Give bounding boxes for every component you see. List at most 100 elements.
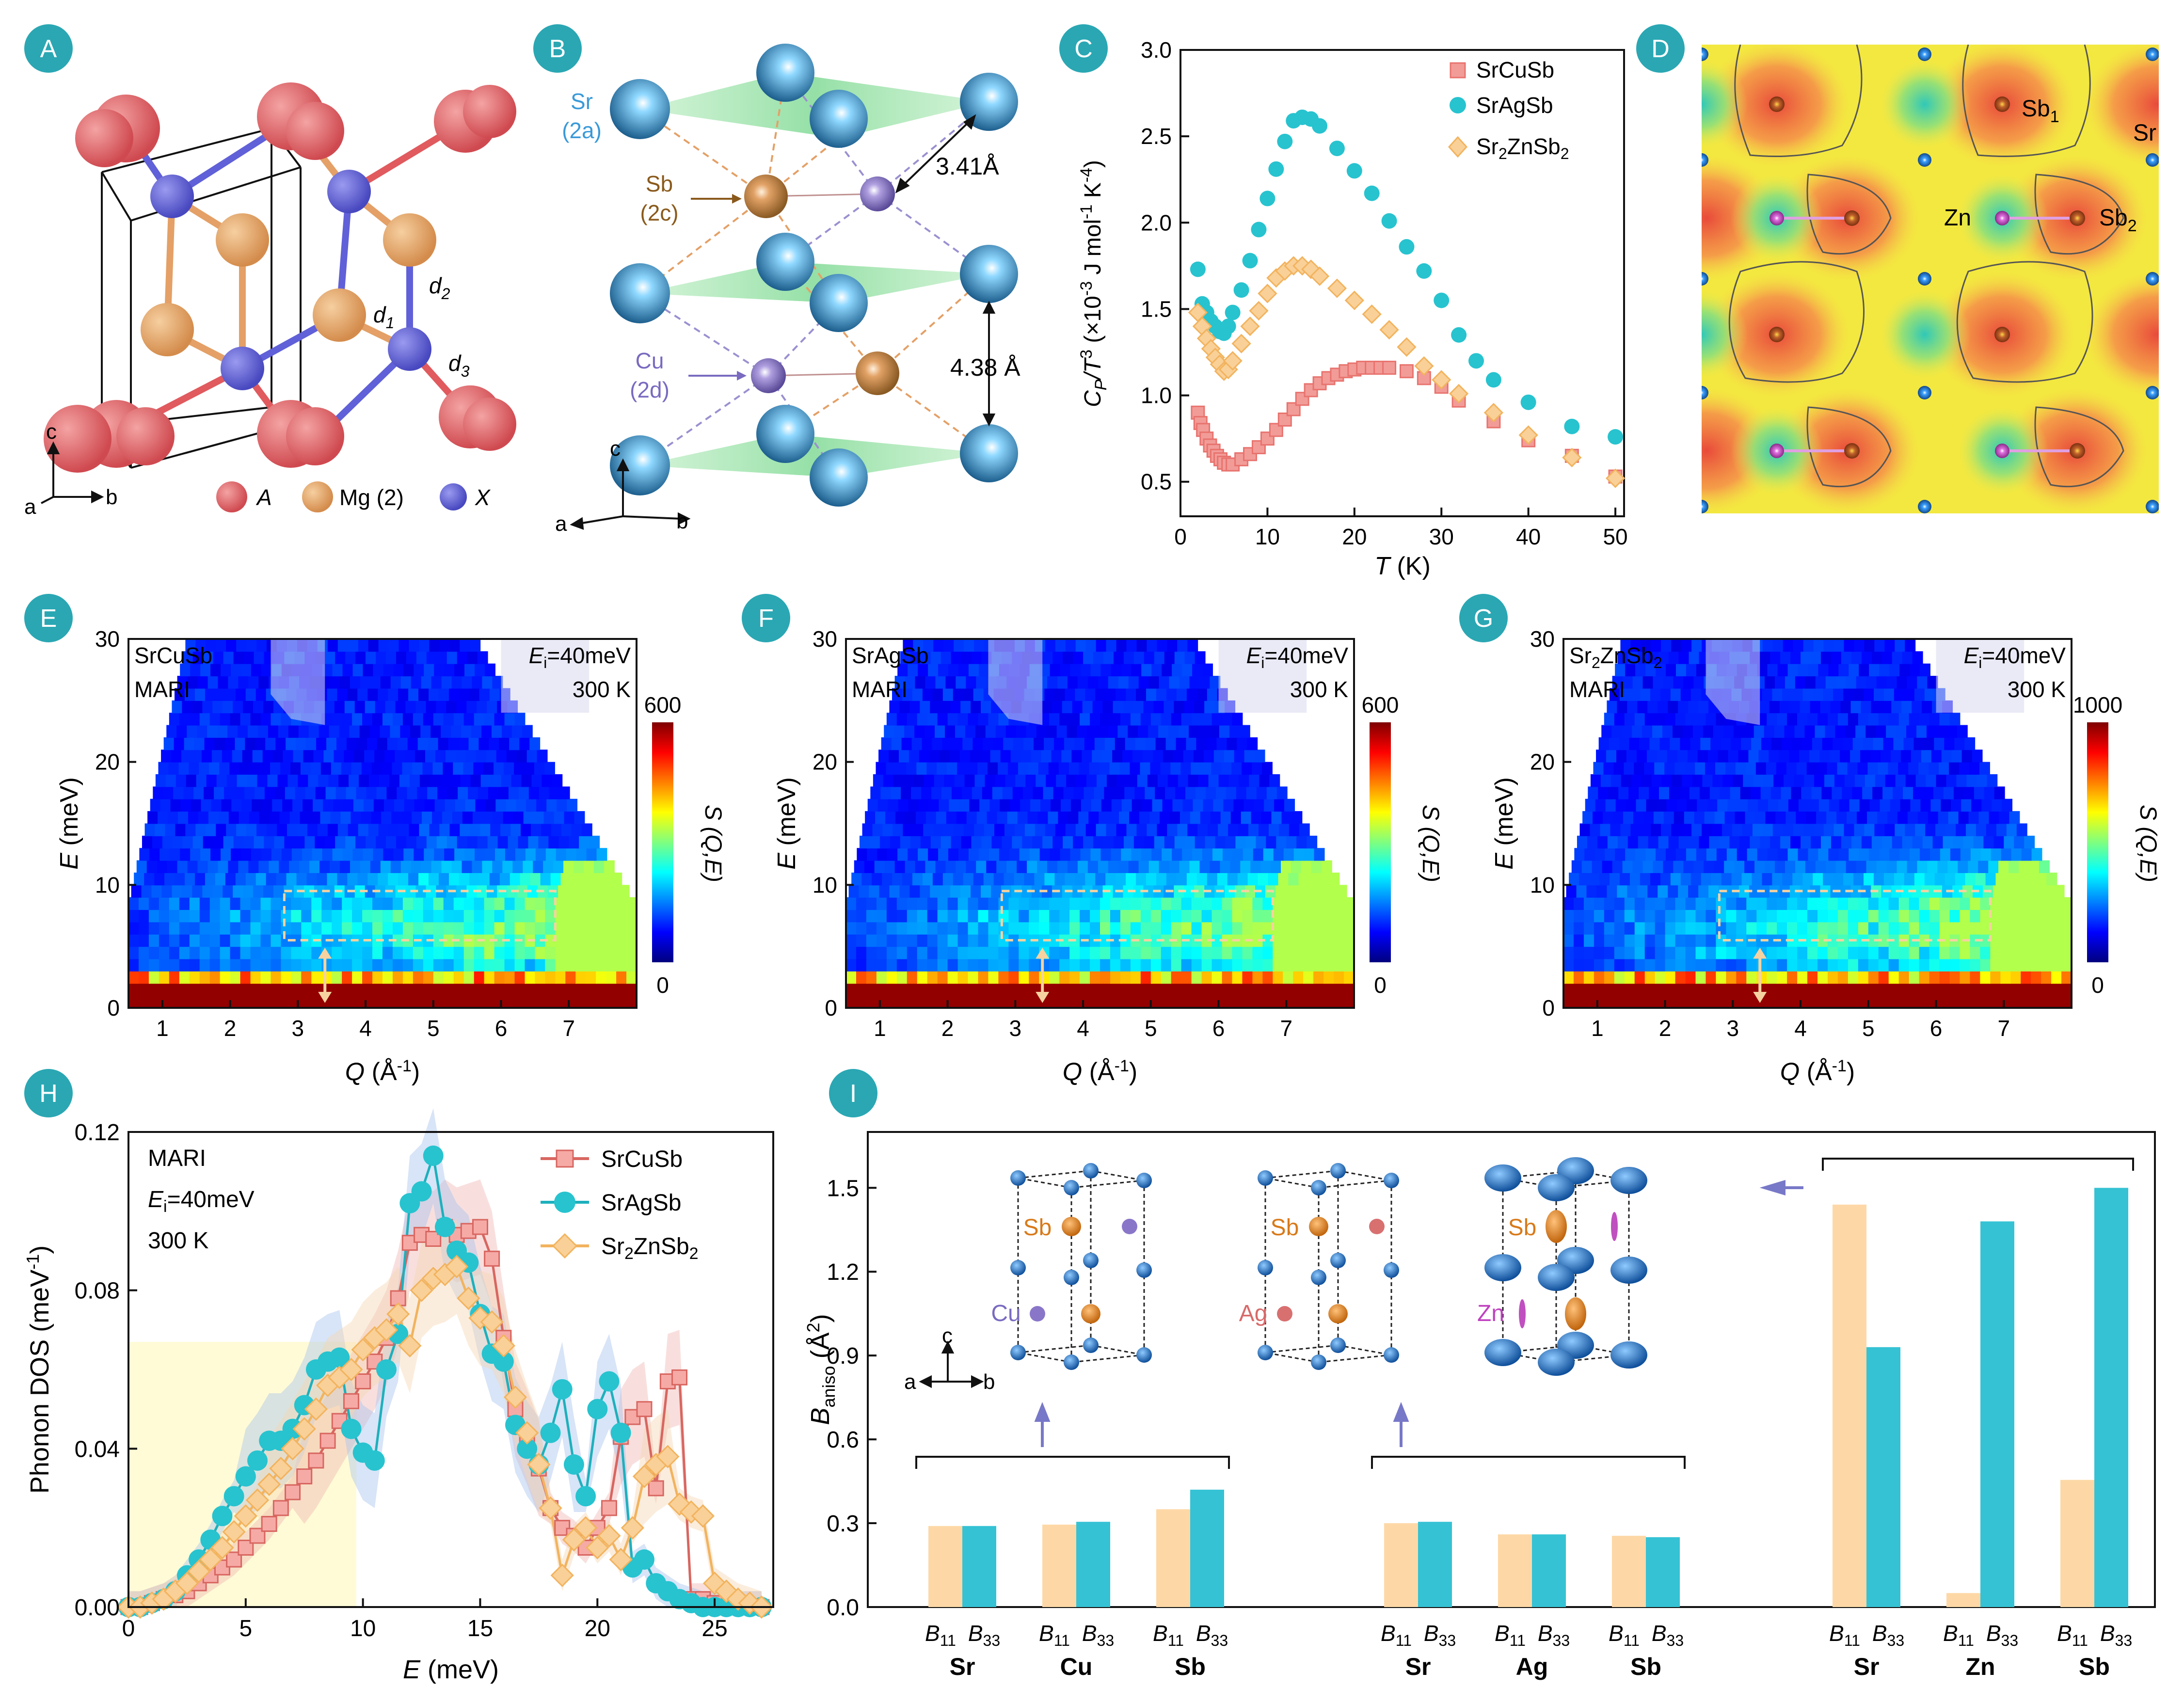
inset-label-sb: Sb: [1271, 1215, 1299, 1241]
sqe-cell: [444, 848, 455, 861]
sr2znsb2-dos-point: [503, 1385, 527, 1409]
sqe-cell: [209, 946, 221, 959]
sqe-cell: [1123, 700, 1134, 714]
sqe-cell: [899, 700, 910, 714]
sqe-cell: [1853, 688, 1865, 701]
sqe-cell: [1243, 798, 1255, 812]
sqe-cell: [202, 700, 213, 714]
sqe-cell: [905, 811, 916, 824]
sqe-cell: [976, 811, 988, 824]
sqe-cell: [252, 749, 263, 763]
sqe-cell: [1827, 922, 1838, 935]
sqe-cell: [1130, 922, 1141, 935]
sqe-cell: [969, 798, 980, 812]
sqe-cell: [1590, 823, 1601, 836]
sqe-cell: [1980, 848, 1992, 861]
sqe-cell: [1896, 725, 1907, 738]
sqe-cell: [482, 860, 493, 873]
sqe-cell: [1945, 823, 1957, 836]
sqe-cell: [1909, 971, 1920, 984]
sragsb-cp-point: [1399, 239, 1415, 255]
sqe-cell: [1161, 995, 1172, 1008]
sragsb-dos-point: [376, 1359, 397, 1380]
sqe-cell: [1679, 786, 1690, 799]
sqe-cell: [1053, 786, 1064, 799]
sqe-cell: [1953, 786, 1964, 799]
sqe-cell: [393, 848, 404, 861]
sqe-cell: [940, 700, 951, 714]
sqe-cell: [291, 971, 302, 984]
sqe-cell: [345, 651, 356, 664]
sqe-cell: [867, 848, 878, 861]
sqe-cell: [1797, 922, 1808, 935]
sqe-cell: [313, 749, 324, 763]
sqe-cell: [1619, 688, 1630, 701]
srcusb-dos-point: [636, 1401, 653, 1417]
sqe-cell: [948, 848, 959, 861]
sqe-cell: [927, 983, 938, 996]
sqe-cell: [463, 983, 475, 996]
sqe-cell: [1847, 762, 1858, 775]
sqe-cell: [1665, 922, 1676, 935]
sqe-cell: [1303, 983, 1314, 996]
sqe-cell: [1323, 983, 1335, 996]
sqe-cell: [291, 897, 302, 910]
sqe-cell: [1814, 774, 1825, 787]
sqe-cell: [382, 762, 393, 775]
sqe-cell: [1262, 995, 1274, 1008]
sqe-cell: [978, 713, 989, 726]
sqe-cell: [1242, 897, 1253, 910]
sqe-cell: [545, 971, 556, 984]
sqe-cell: [1685, 897, 1696, 910]
sqe-cell: [1807, 983, 1818, 996]
sqe-cell: [1165, 737, 1177, 750]
sqe-cell: [2010, 934, 2022, 947]
sqe-cell: [619, 885, 630, 898]
sqe-cell: [1884, 639, 1896, 652]
sqe-cell: [179, 995, 190, 1008]
sqe-cell: [1624, 934, 1635, 947]
sqe-cell: [180, 848, 191, 861]
sqe-cell: [1573, 934, 1584, 947]
sqe-cell: [175, 872, 185, 886]
sqe-cell: [1113, 835, 1124, 849]
sqe-cell: [1990, 946, 2001, 959]
sqe-cell: [1637, 700, 1648, 714]
sqe-cell: [1909, 713, 1920, 726]
sragsb-cp-point: [1225, 304, 1241, 320]
sqe-cell: [1313, 946, 1324, 959]
sqe-cell: [584, 860, 594, 873]
sqe-cell: [586, 971, 597, 984]
sr-adp-ellipsoid: [1384, 1173, 1399, 1188]
sqe-cell: [1059, 958, 1070, 971]
sqe-cell: [586, 922, 597, 935]
sqe-cell: [243, 885, 254, 898]
sqe-cell: [876, 983, 887, 996]
sqe-cell: [983, 737, 994, 750]
sqe-cell: [1998, 860, 2009, 873]
sqe-cell: [1180, 811, 1191, 824]
sqe-cell: [296, 737, 307, 750]
sqe-cell: [514, 971, 526, 984]
sqe-cell: [471, 725, 482, 738]
sqe-cell: [2013, 885, 2024, 898]
sqe-cell: [255, 688, 267, 701]
sqe-cell: [182, 700, 193, 714]
sr2znsb2-cp-point: [1231, 334, 1251, 353]
sqe-cell: [981, 835, 992, 849]
sqe-cell: [1313, 909, 1324, 923]
sqe-cell: [535, 848, 546, 861]
sqe-cell: [1668, 885, 1679, 898]
sqe-cell: [484, 713, 495, 726]
sqe-cell: [606, 909, 617, 923]
sqe-cell: [380, 725, 391, 738]
sqe-cell: [1632, 676, 1643, 689]
sqe-cell: [1691, 639, 1703, 652]
sqe-cell: [1169, 860, 1180, 873]
sqe-cell: [1756, 958, 1768, 971]
sqe-cell: [1323, 909, 1335, 923]
sqe-cell: [1644, 762, 1655, 775]
sqe-cell: [240, 995, 251, 1008]
sqe-cell: [1793, 823, 1804, 836]
sqe-cell: [1284, 798, 1295, 812]
